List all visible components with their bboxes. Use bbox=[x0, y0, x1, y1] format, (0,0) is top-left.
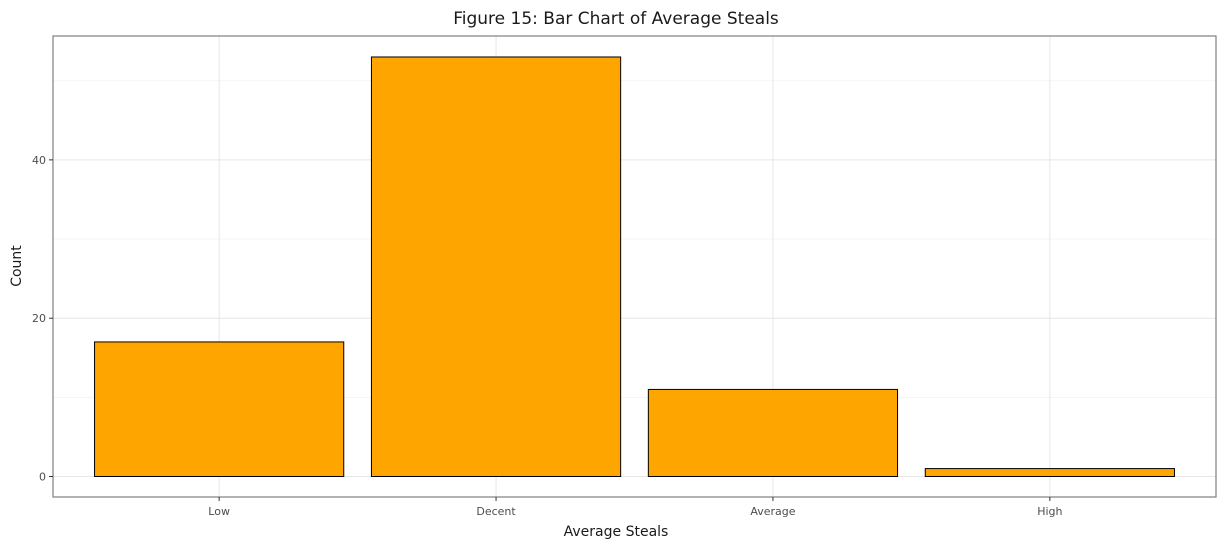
x-tick-label: Low bbox=[208, 505, 230, 518]
x-tick-label: Decent bbox=[476, 505, 516, 518]
bar-decent bbox=[370, 56, 622, 477]
bar-high bbox=[924, 468, 1175, 477]
bars bbox=[94, 56, 1175, 477]
x-axis-label: Average Steals bbox=[564, 524, 669, 540]
bar-average bbox=[647, 388, 899, 477]
y-tick-label: 0 bbox=[39, 471, 46, 484]
plot-panel bbox=[52, 35, 1217, 498]
x-tick-label: Average bbox=[750, 505, 795, 518]
axes: 0 20 40 Low Decent Average High bbox=[32, 154, 1063, 518]
y-tick-label: 40 bbox=[32, 154, 46, 167]
chart-title: Figure 15: Bar Chart of Average Steals bbox=[453, 9, 779, 29]
x-tick-label: High bbox=[1037, 505, 1062, 518]
y-axis-label: Count bbox=[9, 245, 25, 287]
y-tick-label: 20 bbox=[32, 312, 46, 325]
bar-low bbox=[94, 341, 345, 477]
